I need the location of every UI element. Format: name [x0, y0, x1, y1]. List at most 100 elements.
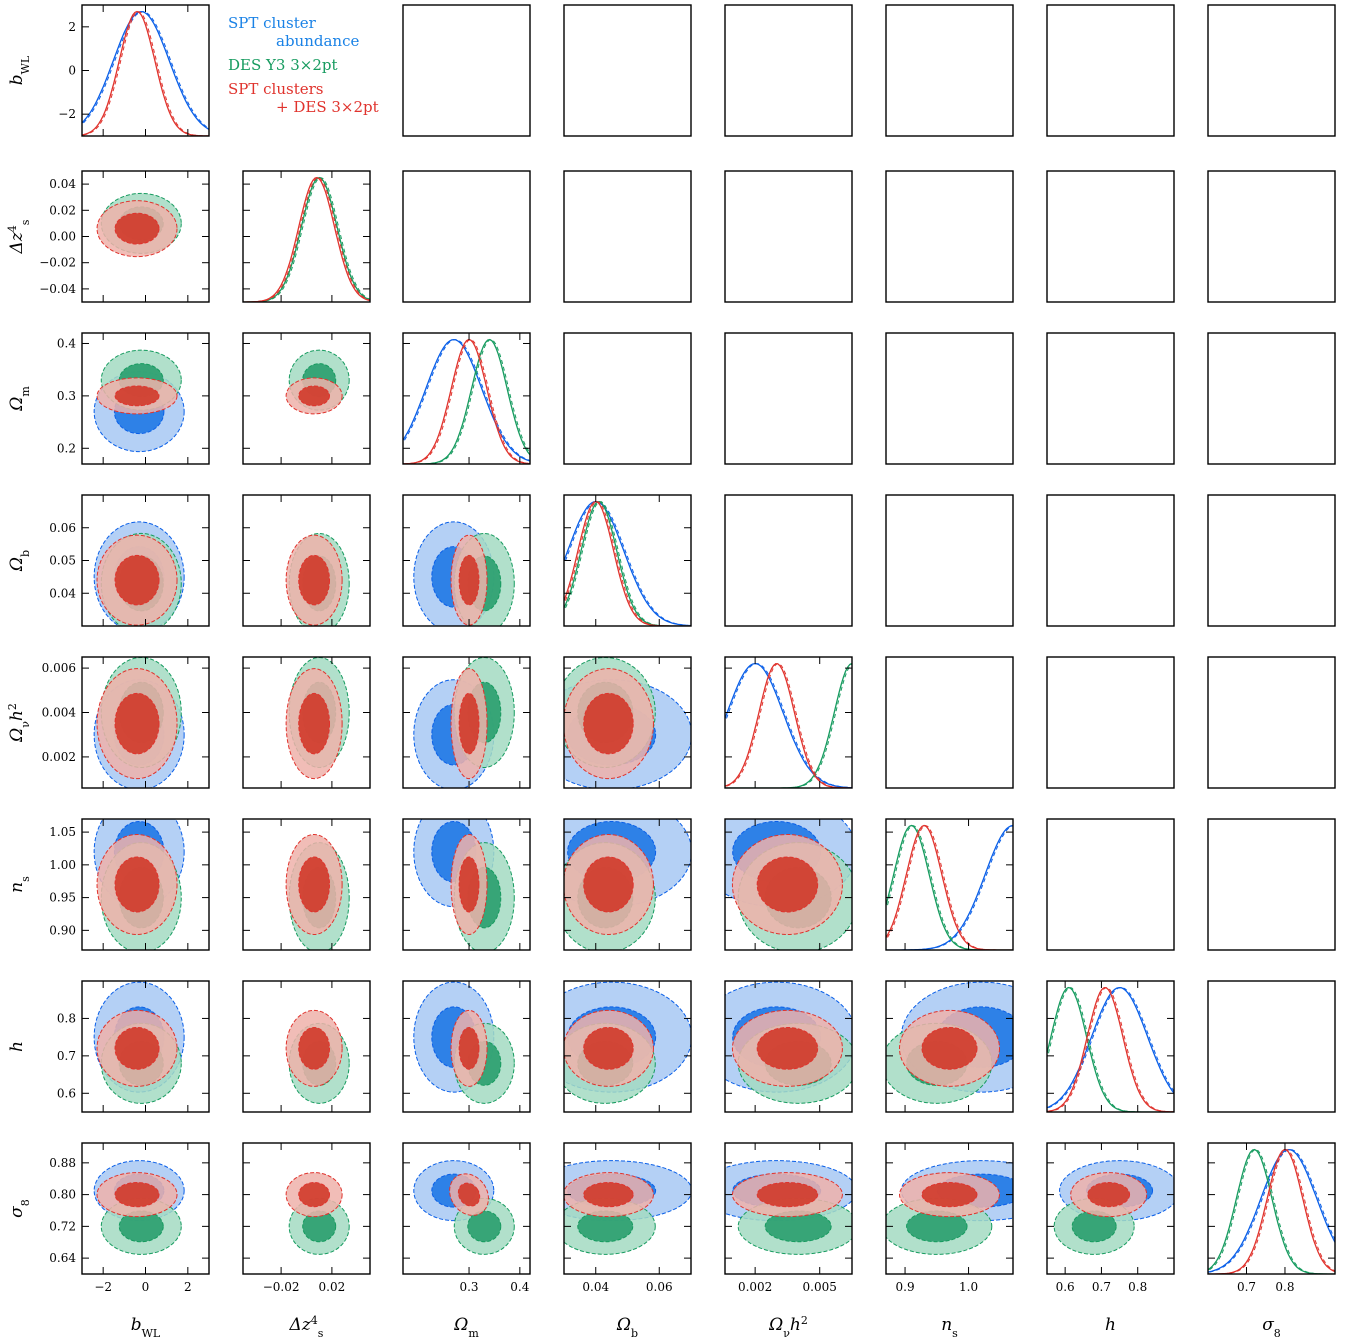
panel-frame [563, 1142, 692, 1275]
y-axis-label-h-main: h [7, 1041, 27, 1052]
contour-68-2 [458, 856, 480, 913]
y-axis-label-dz-sub: s [19, 219, 32, 225]
x-tick-label-bWL: 0 [142, 1280, 150, 1294]
marginal-dashed-ns-2 [887, 824, 1013, 950]
legend-entry-des: DES Y3 3×2pt [228, 56, 379, 74]
marginal-dashed-h-0 [1048, 987, 1174, 1109]
y-tick-label-s8: 0.72 [49, 1219, 76, 1233]
contour-68-1 [118, 1210, 164, 1243]
panel-h-onu [725, 981, 852, 1104]
panel-frame [563, 656, 692, 789]
contour-68-1 [467, 1210, 502, 1243]
panel-upper-bWL-om [402, 4, 531, 137]
panel-upper-bWL-h [1046, 4, 1175, 137]
panel-s8-onu [725, 1160, 852, 1255]
panel-frame [885, 170, 1014, 303]
marginal-ob-1 [564, 501, 691, 626]
x-axis-label-s8-sub: 8 [1274, 1327, 1281, 1338]
x-axis-label-bWL: bWL [131, 1315, 161, 1338]
panel-dz-dz [243, 176, 370, 302]
contour-68-2 [1087, 1182, 1131, 1208]
y-axis-label-ob-main: Ω [7, 557, 27, 572]
x-axis-label-bWL-sub: WL [142, 1327, 161, 1338]
panel-frame [724, 332, 853, 465]
panel-om-om [403, 338, 530, 464]
contour-68-2 [298, 1182, 331, 1208]
y-tick-label-s8: 0.64 [49, 1251, 76, 1265]
y-axis-label-ns-sub: s [19, 876, 32, 882]
panel-ob-ob [564, 500, 691, 626]
marginal-s8-2 [1208, 1149, 1335, 1274]
contour-68-2 [114, 385, 160, 407]
y-axis-label-s8-main: σ [7, 1206, 27, 1218]
contour-68-2 [756, 856, 819, 913]
legend-label-joint-line2: + DES 3×2pt [276, 98, 379, 116]
y-tick-label-h: 0.6 [57, 1086, 76, 1100]
y-tick-label-dz: 0.04 [49, 177, 76, 191]
panel-frame [402, 818, 531, 951]
panel-frame [724, 494, 853, 627]
panel-s8-h [1053, 1160, 1174, 1255]
y-tick-label-ns: 0.90 [49, 923, 76, 937]
marginal-dashed-om-0 [404, 339, 530, 462]
panel-frame [724, 818, 853, 951]
legend-label-des: DES Y3 3×2pt [228, 56, 338, 74]
panel-frame [1207, 494, 1336, 627]
panel-frame [724, 170, 853, 303]
panel-frame [1046, 170, 1175, 303]
x-axis-label-dz-sup: 4 [311, 1314, 318, 1327]
contour-68-2 [298, 856, 331, 913]
panel-h-ns [886, 981, 1013, 1104]
panel-frame [1207, 980, 1336, 1113]
panel-onu-bWL [93, 657, 185, 788]
y-axis-label-bWL: bWL [7, 55, 32, 85]
x-axis-label-ns: ns [941, 1315, 958, 1338]
x-tick-label-onu: 0.002 [738, 1280, 772, 1294]
x-axis-label-onu-sup: 2 [801, 1314, 808, 1327]
panel-ns-ob [564, 819, 691, 950]
marginal-dashed-ns-1 [887, 824, 1013, 950]
panel-frame [885, 332, 1014, 465]
panel-frame [885, 4, 1014, 137]
y-axis-label-onu: Ωνh2 [6, 703, 32, 743]
marginal-dashed-dz-1 [244, 177, 370, 302]
panel-frame [1046, 818, 1175, 951]
y-axis-label-bWL-main: b [7, 74, 27, 85]
panel-ns-ns [886, 824, 1013, 950]
y-axis-label-om-sub: m [19, 386, 32, 397]
x-axis-label-bWL-main: b [131, 1315, 142, 1335]
contour-68-2 [921, 1026, 978, 1070]
panel-om-bWL [93, 349, 185, 453]
marginal-s8-0 [1208, 1148, 1335, 1273]
y-tick-label-bWL: 0 [68, 64, 76, 78]
contour-68-2 [583, 1182, 634, 1208]
y-tick-label-bWL: −2 [58, 107, 76, 121]
contour-68-2 [114, 692, 160, 755]
marginal-om-0 [403, 338, 530, 462]
panel-frame [885, 656, 1014, 789]
x-axis-label-onu-main: Ω [768, 1315, 783, 1335]
y-tick-label-s8: 0.80 [49, 1188, 76, 1202]
y-tick-label-bWL: 2 [68, 20, 76, 34]
panel-frame [563, 980, 692, 1113]
contour-68-2 [458, 554, 480, 606]
legend-label-spt-line1: SPT cluster [228, 14, 316, 32]
contour-68-2 [114, 554, 160, 606]
panel-frame [1046, 656, 1175, 789]
y-tick-label-onu: 0.002 [42, 750, 76, 764]
y-tick-label-ob: 0.04 [49, 586, 76, 600]
panel-frame [724, 980, 853, 1113]
x-tick-label-ns: 1.0 [959, 1280, 978, 1294]
contour-68-2 [114, 1182, 160, 1208]
contour-68-2 [114, 1026, 160, 1070]
panel-s8-s8 [1208, 1148, 1335, 1274]
contour-68-2 [756, 1182, 819, 1208]
y-tick-label-h: 0.7 [57, 1049, 76, 1063]
marginal-ob-0 [564, 500, 691, 626]
x-tick-label-h: 0.7 [1092, 1280, 1111, 1294]
x-axis-label-dz-sub: s [318, 1327, 324, 1338]
panel-frame [885, 980, 1014, 1113]
marginal-onu-0 [725, 662, 852, 788]
panel-frame [242, 980, 371, 1113]
panel-frame [402, 980, 531, 1113]
